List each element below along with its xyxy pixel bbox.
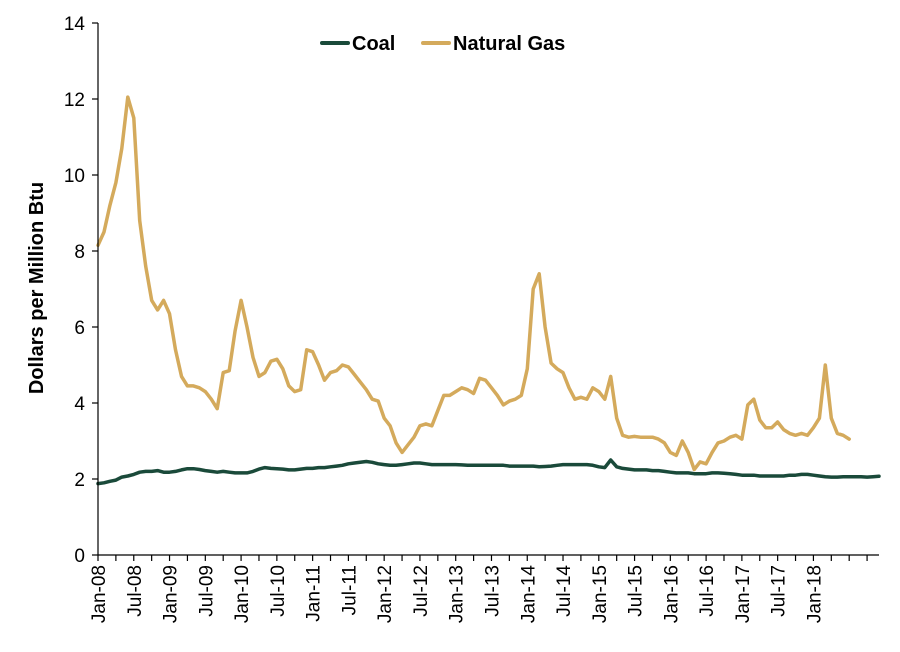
legend-label-natural-gas: Natural Gas <box>453 33 565 55</box>
series-line-natural-gas <box>96 95 851 472</box>
y-tick-label: 0 <box>74 546 85 567</box>
x-tick-label: Jul-15 <box>626 565 647 617</box>
x-tick-label: Jul-09 <box>196 565 217 617</box>
x-tick-label: Jan-10 <box>232 565 253 623</box>
x-tick-label: Jul-13 <box>482 565 503 617</box>
x-tick-label: Jan-15 <box>590 565 611 623</box>
y-tick-label: 12 <box>64 90 85 111</box>
x-tick-label: Jul-10 <box>268 565 289 617</box>
x-tick-label: Jul-14 <box>554 565 575 617</box>
x-tick-label: Jan-09 <box>161 565 182 623</box>
x-tick-label: Jan-17 <box>733 565 754 623</box>
series-line-coal <box>96 458 881 486</box>
x-tick-label: Jul-08 <box>125 565 146 617</box>
y-axis-title: Dollars per Million Btu <box>26 182 48 394</box>
x-tick-label: Jan-16 <box>661 565 682 623</box>
x-tick-label: Jul-17 <box>769 565 790 617</box>
x-tick-label: Jul-11 <box>339 565 360 615</box>
x-tick-label: Jul-16 <box>697 565 718 617</box>
x-tick-label: Jan-08 <box>89 565 110 623</box>
y-ticks: 0 2 4 6 8 10 12 14 <box>64 14 98 567</box>
y-tick-label: 4 <box>74 394 85 415</box>
x-tick-label: Jan-14 <box>518 565 539 624</box>
plot-lines <box>96 95 881 486</box>
x-ticks: Jan-08 Jul-08 Jan-09 Jul-09 Jan-10 Jul-10 Jan-… <box>89 555 868 624</box>
y-tick-label: 6 <box>74 318 85 339</box>
x-tick-label: Jan-11 <box>304 565 325 622</box>
x-tick-label: Jul-12 <box>411 565 432 617</box>
legend: Coal Natural Gas <box>320 33 565 55</box>
x-tick-label: Jan-18 <box>804 565 825 623</box>
x-tick-label: Jan-13 <box>447 565 468 623</box>
y-tick-label: 8 <box>74 242 85 263</box>
y-tick-label: 2 <box>74 470 85 491</box>
x-tick-label: Jan-12 <box>375 565 396 623</box>
legend-label-coal: Coal <box>352 33 395 55</box>
y-tick-label: 14 <box>64 14 86 35</box>
y-tick-label: 10 <box>64 166 85 187</box>
